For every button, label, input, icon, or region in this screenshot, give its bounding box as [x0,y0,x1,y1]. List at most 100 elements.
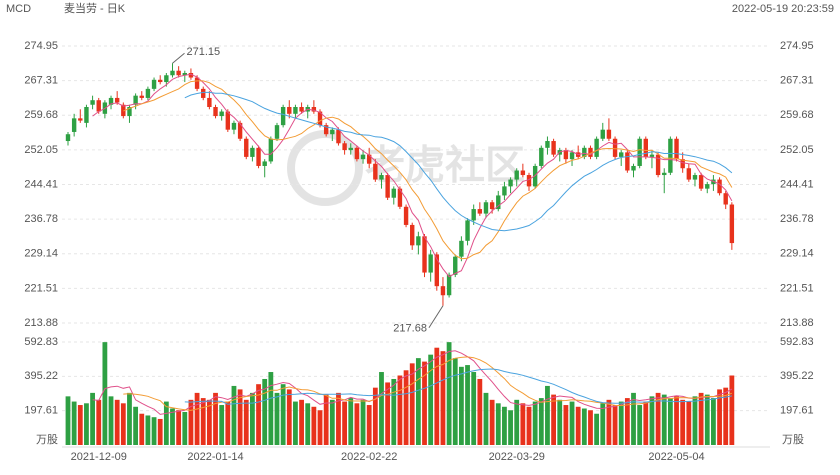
watermark-logo [287,130,363,206]
candle-body [114,97,120,103]
moving-average [123,80,733,260]
volume-bar [385,382,391,445]
volume-bar [65,396,71,445]
volume-bar [243,399,249,445]
y-tick-label: 213.88 [24,317,58,329]
candle-body [606,129,612,139]
volume-bar [286,389,292,445]
candle-body [268,138,274,162]
y-tick-label: 236.78 [24,213,58,225]
candle-body [90,100,95,105]
volume-bar [415,358,421,445]
volume-bar [600,403,606,445]
stock-name: 麦当劳 - 日K [64,1,126,15]
candle-body [158,79,163,83]
y-tick-label: 259.68 [24,109,58,121]
candle-body [410,224,415,246]
y-tick-label: 229.14 [24,248,58,260]
candle-body [643,138,648,157]
y-tick-label: 274.95 [24,40,58,52]
candle-body [582,147,587,157]
candle-body [360,154,366,160]
volume-bar [102,342,108,445]
volume-bar [194,392,200,445]
volume-bar [403,370,409,445]
candle-body [219,111,224,117]
y-tick-label-right: 592.83 [780,336,814,348]
candle-body [483,202,489,214]
candle-body [422,236,427,273]
volume-bar [508,410,513,445]
candle-body [563,150,569,160]
volume-bar [618,401,624,445]
candle-body [336,129,341,144]
candle-body [182,72,187,76]
volume-bar [145,415,151,445]
volume-bar [366,405,372,445]
volume-bar [526,406,532,445]
candle-body [293,107,298,114]
x-tick-label: 2022-03-29 [489,451,545,463]
moving-average [184,368,732,405]
candle-body [280,107,286,126]
moving-average [92,73,733,278]
volume-bar [397,375,403,445]
volume-bar [643,401,649,445]
volume-bar [409,363,415,445]
volume-bar [237,389,243,445]
candle-body [317,111,323,126]
candle-body [662,172,667,176]
y-tick-label-right: 213.88 [780,317,814,329]
volume-bar [342,401,348,445]
volume-bar [655,392,661,445]
volume-bar [108,396,114,445]
volume-bar [323,394,329,445]
volume-bar [452,358,458,445]
volume-bar [77,405,83,445]
volume-bar [711,398,716,445]
volume-bar [311,406,317,445]
candle-body [330,129,335,135]
candle-body [96,100,101,112]
y-tick-label-right: 244.41 [780,178,814,190]
y-tick-label: 592.83 [24,336,58,348]
x-tick-label: 2022-05-04 [648,451,704,463]
y-tick-label-right: 395.22 [780,370,814,382]
candle-body [127,107,132,117]
volume-bar [581,408,587,445]
candle-body [465,220,470,241]
candle-body [496,195,501,210]
candle-body [207,97,212,108]
candle-body [121,104,126,117]
candle-body [311,107,317,112]
volume-bar [667,398,673,445]
volume-bar [170,408,175,445]
candle-body [508,179,513,187]
y-tick-label: 221.51 [24,282,58,294]
volume-bar [637,405,643,445]
volume-bar [329,399,335,445]
volume-unit: 万股 [782,433,804,446]
candle-body [84,107,89,123]
volume-bar [680,399,686,445]
y-tick-label-right: 267.31 [780,75,814,87]
candle-body [489,202,495,210]
candle-body [655,154,661,176]
x-tick-label: 2021-12-09 [71,451,127,463]
volume-bar [698,392,704,445]
volume-bar [206,399,212,445]
candle-body [139,95,144,98]
candle-body [729,204,735,244]
candle-body [188,72,194,78]
candle-body [354,147,360,160]
candle-body [514,170,519,180]
y-tick-label: 395.22 [24,370,58,382]
candle-body [532,165,538,187]
candle-body [366,154,372,164]
candle-body [323,125,329,135]
candle-body [471,209,476,221]
volume-bar [723,387,729,445]
volume-bar [458,366,464,445]
volume-bar [293,401,298,445]
max-annotation: 271.15 [186,46,220,58]
